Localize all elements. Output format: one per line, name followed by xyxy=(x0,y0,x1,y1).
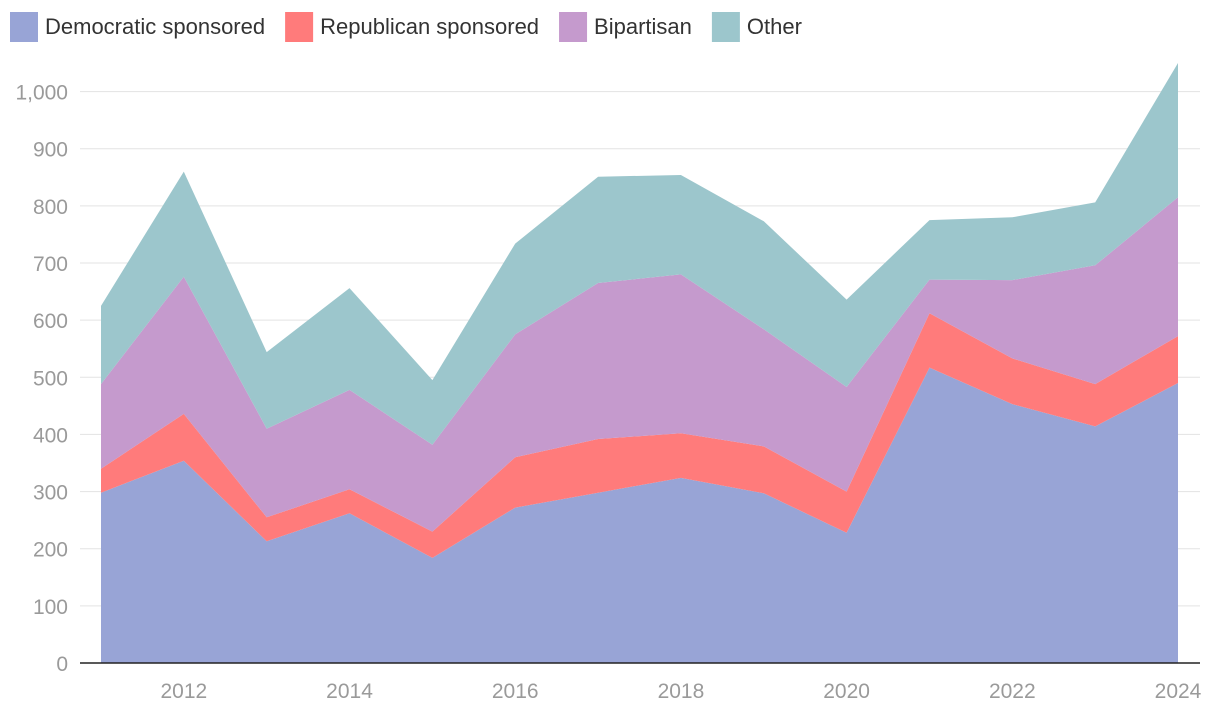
legend-item-other[interactable]: Other xyxy=(711,12,802,42)
legend-swatch xyxy=(559,12,588,42)
y-axis-ticks: 0 100 200 300 400 500 600 700 800 900 1,000 xyxy=(15,82,68,676)
x-tick-label: 2022 xyxy=(989,680,1036,703)
legend-label: Republican sponsored xyxy=(320,14,539,39)
x-tick-label: 2024 xyxy=(1155,680,1202,703)
x-axis-ticks: 2012 2014 2016 2018 2020 2022 2024 xyxy=(160,680,1201,703)
area-republican-sponsored xyxy=(101,313,1178,558)
legend-label: Other xyxy=(747,14,802,39)
series-areas xyxy=(101,63,1178,663)
legend-swatch xyxy=(711,12,740,42)
area-other xyxy=(101,63,1178,445)
chart-legend: Democratic sponsored Republican sponsored… xyxy=(10,12,802,42)
legend-swatch xyxy=(10,12,38,42)
x-tick-label: 2018 xyxy=(658,680,705,703)
y-tick-label: 800 xyxy=(33,196,68,219)
area-bipartisan xyxy=(101,197,1178,532)
x-tick-label: 2016 xyxy=(492,680,539,703)
x-tick-label: 2020 xyxy=(823,680,870,703)
x-tick-label: 2012 xyxy=(160,680,207,703)
y-tick-label: 900 xyxy=(33,139,68,162)
y-tick-label: 500 xyxy=(33,367,68,390)
y-tick-label: 600 xyxy=(33,310,68,333)
legend-item-republican-sponsored[interactable]: Republican sponsored xyxy=(285,12,539,42)
legend-item-democratic-sponsored[interactable]: Democratic sponsored xyxy=(10,12,265,42)
legend-swatch xyxy=(285,12,314,42)
legend-label: Bipartisan xyxy=(594,14,692,39)
y-tick-label: 300 xyxy=(33,482,68,505)
legend-item-bipartisan[interactable]: Bipartisan xyxy=(559,12,692,42)
x-tick-label: 2014 xyxy=(326,680,373,703)
y-tick-label: 700 xyxy=(33,253,68,276)
y-tick-label: 100 xyxy=(33,596,68,619)
y-tick-label: 0 xyxy=(56,653,68,676)
area-democratic-sponsored xyxy=(101,367,1178,663)
legend-label: Democratic sponsored xyxy=(45,14,265,39)
y-tick-label: 400 xyxy=(33,424,68,447)
y-tick-label: 200 xyxy=(33,539,68,562)
y-tick-label: 1,000 xyxy=(15,82,68,105)
